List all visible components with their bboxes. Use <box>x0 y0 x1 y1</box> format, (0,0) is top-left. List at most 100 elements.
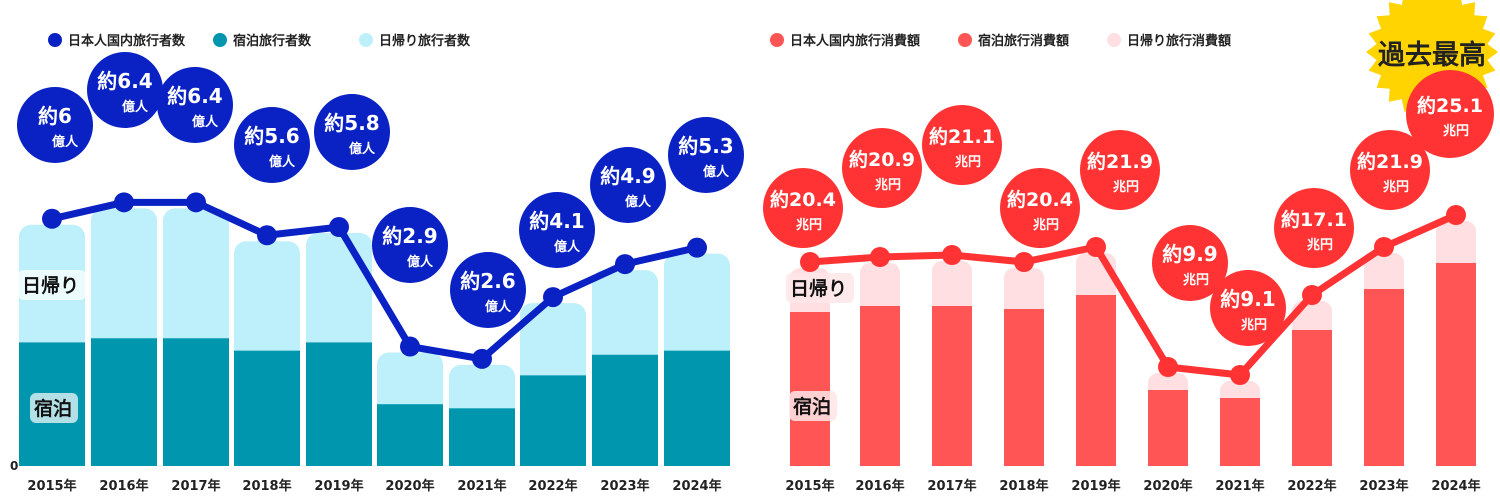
data-label-bubble <box>1080 130 1160 210</box>
data-label-value: 約6 <box>38 104 72 128</box>
line-point <box>687 237 707 258</box>
daytrip-label: 日帰り <box>22 275 79 297</box>
x-tick-label: 2021年 <box>1215 478 1264 494</box>
bar-overnight <box>377 404 443 466</box>
line-point <box>800 252 820 272</box>
line-point <box>1086 237 1106 257</box>
bar-overnight <box>306 342 372 466</box>
bar-overnight <box>592 354 658 466</box>
bar-overnight <box>1220 398 1260 466</box>
legend-label: 日本人国内旅行消費額 <box>790 34 921 49</box>
line-point <box>1302 285 1322 305</box>
line-point <box>615 254 635 275</box>
data-label-unit: 兆円 <box>1033 217 1059 233</box>
data-label-unit: 億人 <box>554 239 581 255</box>
x-tick-label: 2024年 <box>1431 478 1480 494</box>
data-label-value: 約5.8 <box>324 111 379 135</box>
data-label-unit: 億人 <box>625 194 652 210</box>
data-label-unit: 億人 <box>485 299 512 315</box>
data-label-bubble <box>668 117 744 193</box>
x-tick-label: 2020年 <box>1143 478 1192 494</box>
chart-travelers: 2015年 2016年 2017年 2018年 2019年 2020年 2021年 2022年… <box>10 52 744 494</box>
data-label-unit: 億人 <box>192 114 219 130</box>
legend-left: 日本人国内旅行者数 宿泊旅行者数 日帰り旅行者数 <box>48 30 470 49</box>
data-label-bubble <box>1274 188 1354 268</box>
data-label-value: 約5.3 <box>678 134 733 158</box>
legend-label: 宿泊旅行者数 <box>233 34 312 49</box>
data-label-bubble <box>234 107 310 183</box>
data-label-unit: 億人 <box>269 154 296 170</box>
legend-item: 宿泊旅行消費額 <box>958 30 1069 49</box>
data-label-value: 約21.9 <box>1087 150 1153 173</box>
bar-overnight <box>932 306 972 466</box>
bar-overnight <box>1364 289 1404 466</box>
segment-label-bg <box>18 270 86 300</box>
data-label-bubble <box>314 94 390 170</box>
line-point <box>42 208 62 229</box>
x-tick-label: 2016年 <box>855 478 904 494</box>
line-point <box>114 192 134 213</box>
data-label-unit: 億人 <box>703 164 730 180</box>
data-label-unit: 兆円 <box>1183 272 1209 288</box>
line-point <box>400 336 420 357</box>
x-tick-label: 2023年 <box>1359 478 1408 494</box>
data-label-value: 約2.6 <box>460 269 515 293</box>
segment-label-bg <box>789 391 837 421</box>
data-label-value: 約20.4 <box>770 188 836 211</box>
data-label-bubble <box>842 128 922 208</box>
line-point <box>942 245 962 265</box>
chart-spending: 2015年 2016年 2017年 2018年 2019年 2020年 2021年 2022年… <box>763 70 1494 494</box>
line-point <box>472 348 492 369</box>
data-label-value: 約4.9 <box>600 164 655 188</box>
legend-item: 日本人国内旅行者数 <box>48 30 185 49</box>
data-label-unit: 億人 <box>122 99 149 115</box>
data-label-value: 約5.6 <box>244 124 299 148</box>
x-tick-label: 2023年 <box>600 478 649 494</box>
bar-overnight <box>1076 295 1116 466</box>
legend-item: 宿泊旅行者数 <box>213 30 311 49</box>
bar-overnight <box>664 350 730 466</box>
data-label-unit: 兆円 <box>1113 179 1139 195</box>
legend-item: 日本人国内旅行消費額 <box>770 30 920 49</box>
data-label-value: 約6.4 <box>167 84 222 108</box>
x-tick-label: 2018年 <box>999 478 1048 494</box>
data-label-unit: 兆円 <box>1241 317 1267 333</box>
bar-overnight <box>790 312 830 466</box>
bar-overnight <box>91 338 157 466</box>
data-label-bubble <box>87 52 163 128</box>
line-point <box>1374 237 1394 257</box>
x-tick-label: 2019年 <box>314 478 363 494</box>
data-label-bubble <box>372 207 448 283</box>
data-label-bubble <box>519 192 595 268</box>
data-label-unit: 兆円 <box>1307 237 1333 253</box>
legend-label: 宿泊旅行消費額 <box>978 34 1070 49</box>
daytrip-label: 日帰り <box>790 278 847 300</box>
legend-label: 日本人国内旅行者数 <box>68 34 186 49</box>
line-point <box>257 225 277 246</box>
data-label-unit: 億人 <box>407 254 434 270</box>
data-label-value: 約2.9 <box>382 224 437 248</box>
data-label-value: 約20.9 <box>849 148 915 171</box>
bar-overnight <box>1148 390 1188 466</box>
overnight-label: 宿泊 <box>34 397 72 420</box>
badge-label: 過去最高 <box>1378 39 1486 71</box>
data-label-unit: 兆円 <box>955 154 981 170</box>
bar-overnight <box>1004 309 1044 466</box>
x-tick-label: 2015年 <box>785 478 834 494</box>
data-label-unit: 兆円 <box>1383 179 1409 195</box>
overnight-label: 宿泊 <box>793 395 831 418</box>
data-label-unit: 億人 <box>52 134 79 150</box>
bar-overnight <box>520 375 586 466</box>
legend-item: 日帰り旅行消費額 <box>1107 30 1231 49</box>
data-label-bubble <box>1350 130 1430 210</box>
x-tick-label: 2017年 <box>927 478 976 494</box>
bar-overnight <box>1292 330 1332 466</box>
bar-overnight <box>1436 263 1476 466</box>
x-tick-label: 2017年 <box>171 478 220 494</box>
data-label-value: 約17.1 <box>1281 208 1347 231</box>
data-label-value: 約9.9 <box>1162 242 1217 266</box>
segment-label-bg <box>30 393 78 423</box>
x-tick-label: 2022年 <box>528 478 577 494</box>
x-tick-label: 2021年 <box>457 478 506 494</box>
